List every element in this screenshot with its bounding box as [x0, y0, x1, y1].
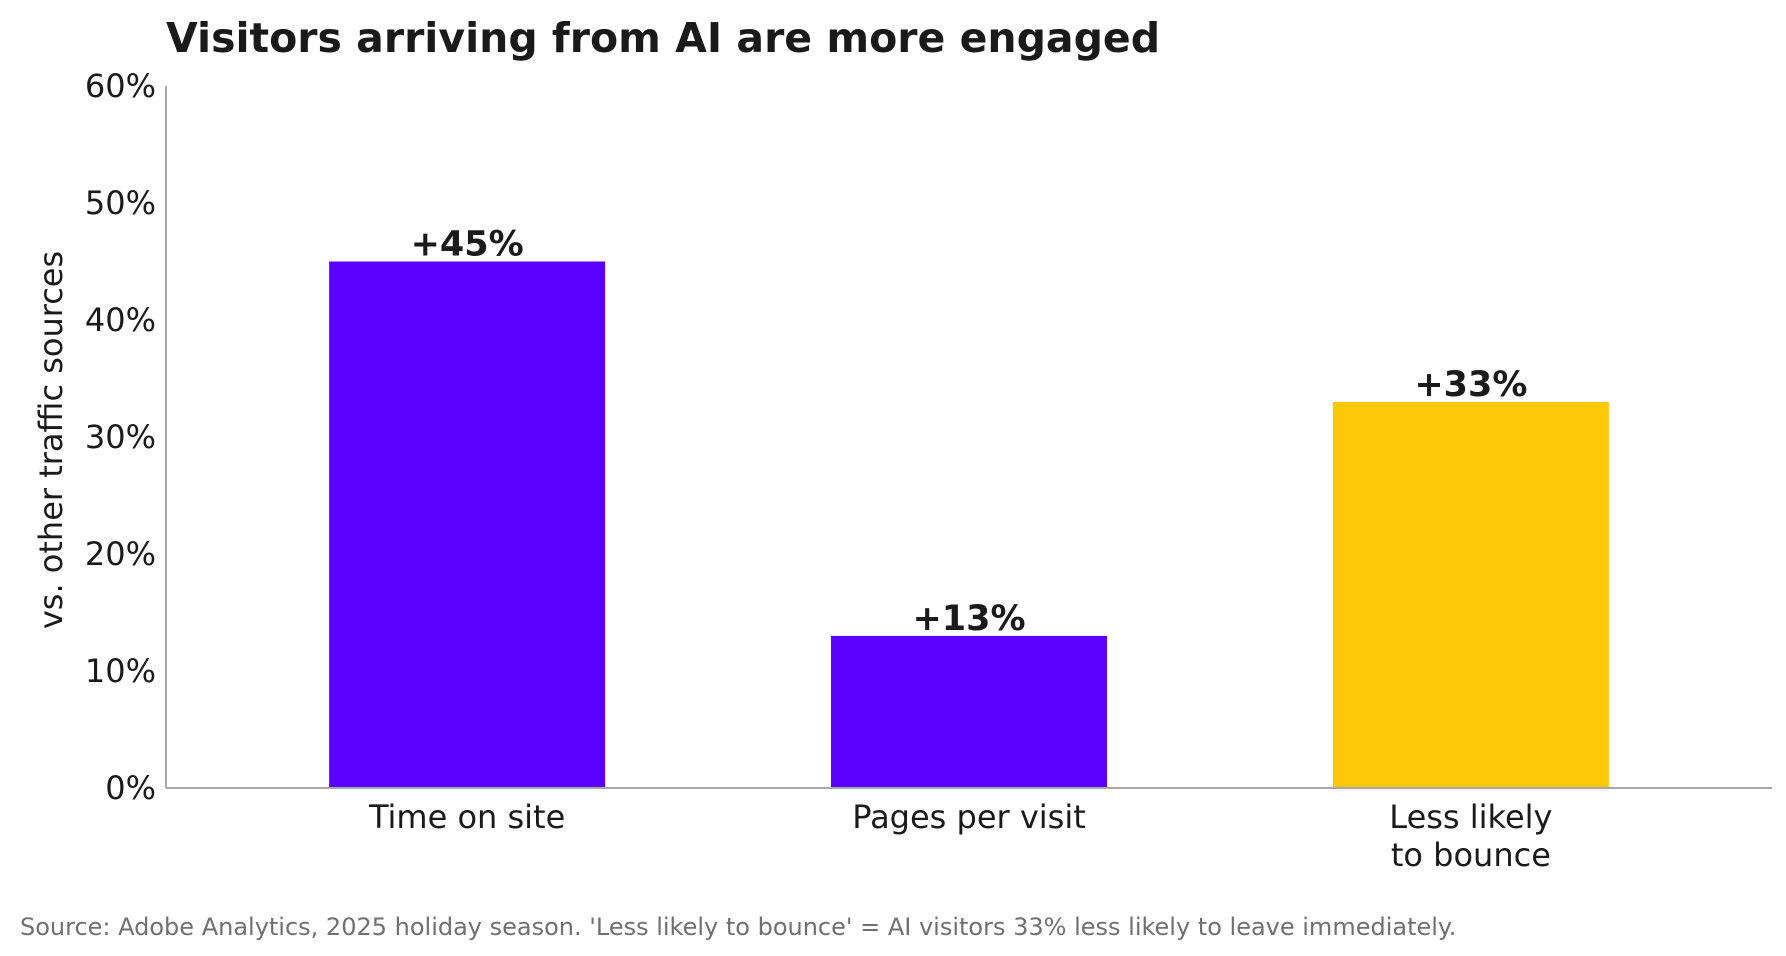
- data-label: +33%: [1414, 365, 1527, 405]
- bar: [1332, 401, 1609, 788]
- bars-group: [329, 261, 1609, 788]
- bar: [830, 635, 1108, 788]
- y-axis-label: vs. other traffic sources: [32, 251, 70, 629]
- x-tick-label: Time on site: [368, 798, 565, 836]
- source-note: Source: Adobe Analytics, 2025 holiday se…: [20, 913, 1456, 941]
- bar: [329, 261, 606, 788]
- y-tick-label: 20%: [85, 535, 156, 573]
- y-tick-label: 40%: [85, 301, 156, 339]
- y-tick-label: 60%: [85, 67, 156, 105]
- data-label: +13%: [912, 599, 1025, 639]
- data-labels-group: +45% +13% +33%: [411, 225, 1528, 639]
- x-tick-label: Pages per visit: [852, 798, 1086, 836]
- x-axis-ticks: Time on site Pages per visit Less likely to…: [368, 798, 1552, 874]
- y-tick-label: 30%: [85, 418, 156, 456]
- x-tick-label: Less likely to bounce: [1389, 798, 1552, 874]
- chart-title: Visitors arriving from AI are more engag…: [166, 14, 1160, 62]
- y-tick-label: 0%: [105, 769, 156, 807]
- y-tick-label: 50%: [85, 184, 156, 222]
- y-tick-label: 10%: [85, 652, 156, 690]
- data-label: +45%: [411, 225, 524, 265]
- y-axis-ticks: 0% 10% 20% 30% 40% 50% 60%: [85, 67, 156, 807]
